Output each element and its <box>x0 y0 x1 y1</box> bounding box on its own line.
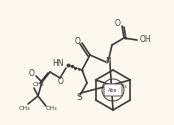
Text: S: S <box>76 92 82 102</box>
Text: O: O <box>29 70 35 78</box>
Text: O: O <box>75 36 81 46</box>
Text: CH₃: CH₃ <box>32 82 44 86</box>
Text: HN: HN <box>53 58 64 68</box>
Text: OH: OH <box>140 34 152 43</box>
Text: Abe: Abe <box>108 88 118 92</box>
Text: N: N <box>105 58 111 66</box>
FancyBboxPatch shape <box>104 84 122 96</box>
Text: CH₃: CH₃ <box>45 106 57 110</box>
Text: O: O <box>115 18 121 28</box>
Text: CH₃: CH₃ <box>18 106 30 110</box>
Text: CH₃: CH₃ <box>116 84 127 88</box>
Text: O: O <box>58 78 64 86</box>
